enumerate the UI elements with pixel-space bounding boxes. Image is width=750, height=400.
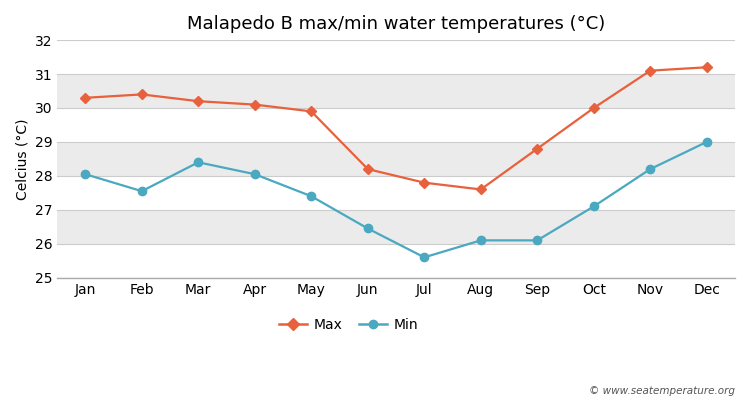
Max — [81, 96, 90, 100]
Min — [251, 172, 260, 176]
Legend: Max, Min: Max, Min — [273, 312, 424, 337]
Min — [646, 167, 655, 172]
Bar — [57, 142, 735, 176]
Max — [251, 102, 260, 107]
Title: Malapedo B max/min water temperatures (°C): Malapedo B max/min water temperatures (°… — [187, 15, 605, 33]
Bar — [57, 176, 735, 210]
Min — [137, 189, 146, 194]
Min — [81, 172, 90, 176]
Bar — [57, 244, 735, 278]
Max — [363, 167, 372, 172]
Bar — [57, 40, 735, 74]
Min — [702, 140, 711, 144]
Min — [476, 238, 485, 243]
Line: Min: Min — [81, 138, 711, 262]
Min — [307, 194, 316, 199]
Line: Max: Max — [82, 64, 710, 193]
Min — [363, 226, 372, 231]
Max — [532, 146, 542, 151]
Bar — [57, 74, 735, 108]
Max — [137, 92, 146, 97]
Max — [194, 99, 202, 104]
Max — [476, 187, 485, 192]
Max — [590, 106, 598, 110]
Min — [420, 255, 429, 260]
Min — [590, 204, 598, 209]
Y-axis label: Celcius (°C): Celcius (°C) — [15, 118, 29, 200]
Max — [702, 65, 711, 70]
Max — [420, 180, 429, 185]
Max — [646, 68, 655, 73]
Bar — [57, 210, 735, 244]
Min — [194, 160, 202, 165]
Text: © www.seatemperature.org: © www.seatemperature.org — [589, 386, 735, 396]
Bar — [57, 108, 735, 142]
Min — [532, 238, 542, 243]
Max — [307, 109, 316, 114]
